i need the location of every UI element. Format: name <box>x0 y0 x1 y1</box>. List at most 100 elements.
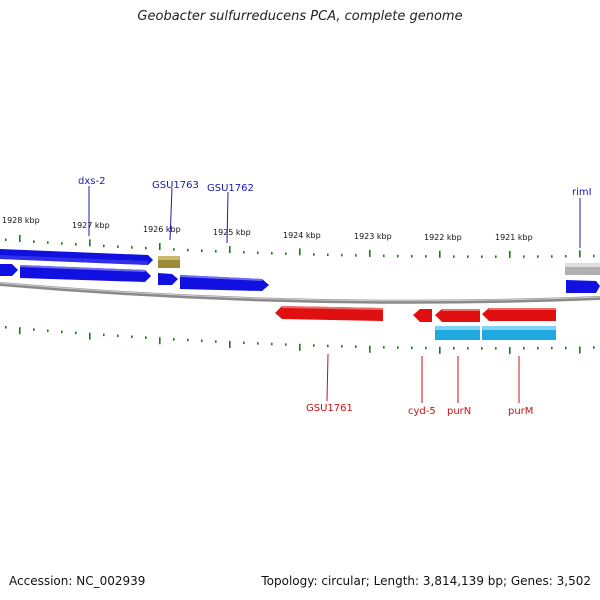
minor-tick <box>215 250 217 253</box>
minor-tick <box>271 342 273 346</box>
gene-arrow-reverse[interactable] <box>275 306 383 321</box>
minor-tick <box>495 347 497 350</box>
major-tick <box>89 332 91 340</box>
minor-tick <box>131 335 133 339</box>
upper-tick-scale <box>5 234 595 258</box>
minor-tick <box>215 340 217 343</box>
minor-tick <box>341 253 343 257</box>
minor-tick <box>397 346 399 349</box>
minor-tick <box>327 253 329 257</box>
major-tick <box>579 346 581 354</box>
minor-tick <box>537 255 539 258</box>
minor-tick <box>551 255 553 258</box>
minor-tick <box>75 331 77 335</box>
minor-tick <box>355 345 357 348</box>
gene-arrow-forward[interactable] <box>158 273 178 285</box>
minor-tick <box>327 344 329 348</box>
gene-arrow-forward[interactable] <box>0 264 18 276</box>
major-tick <box>579 250 581 258</box>
map-title: Geobacter sulfurreducens PCA, complete g… <box>137 9 463 24</box>
minor-tick <box>243 251 245 254</box>
gene-label-purn[interactable]: purN <box>447 406 471 417</box>
major-tick <box>229 246 231 254</box>
minor-tick <box>425 255 427 258</box>
minor-tick <box>285 343 287 346</box>
tick-label-1926: 1926 kbp <box>143 225 181 234</box>
minor-tick <box>565 255 567 258</box>
minor-tick <box>593 254 595 258</box>
minor-tick <box>47 241 49 244</box>
tick-label-1927: 1927 kbp <box>72 221 110 230</box>
minor-tick <box>383 254 385 258</box>
tick-labels: 1928 kbp 1927 kbp 1926 kbp 1925 kbp 1924… <box>2 216 533 242</box>
forward-label-lines <box>88 186 581 248</box>
major-tick <box>159 337 161 345</box>
gene-arrow-reverse[interactable] <box>413 309 432 322</box>
minor-tick <box>33 328 35 331</box>
minor-tick <box>145 246 147 250</box>
minor-tick <box>565 346 567 350</box>
minor-tick <box>5 238 7 241</box>
minor-tick <box>551 346 553 350</box>
gene-arrow-forward[interactable] <box>566 280 600 293</box>
minor-tick <box>75 243 77 246</box>
minor-tick <box>187 248 189 252</box>
major-tick <box>439 346 441 354</box>
minor-tick <box>453 346 455 350</box>
minor-tick <box>341 345 343 348</box>
tick-label-1928: 1928 kbp <box>2 216 40 225</box>
minor-tick <box>397 254 399 258</box>
major-tick <box>19 327 21 335</box>
gene-arrow-reverse[interactable] <box>482 308 556 321</box>
reverse-strand <box>275 306 556 340</box>
minor-tick <box>103 244 105 248</box>
gene-label-gsu1763[interactable]: GSU1763 <box>152 180 199 191</box>
reverse-gene-labels: GSU1761 cyd-5 purN purM <box>306 403 533 417</box>
tick-label-1925: 1925 kbp <box>213 228 251 237</box>
gene-label-purm[interactable]: purM <box>508 406 533 417</box>
minor-tick <box>383 346 385 349</box>
minor-tick <box>467 255 469 258</box>
minor-tick <box>313 344 315 347</box>
gene-label-gsu1761[interactable]: GSU1761 <box>306 403 353 414</box>
minor-tick <box>103 333 105 337</box>
minor-tick <box>411 255 413 258</box>
tick-label-1924: 1924 kbp <box>283 231 321 240</box>
major-tick <box>19 234 21 242</box>
gene-arrow-reverse[interactable] <box>435 309 480 322</box>
lower-tick-scale <box>5 326 595 355</box>
major-tick <box>509 347 511 355</box>
gene-label-cyd-5[interactable]: cyd-5 <box>408 406 436 417</box>
minor-tick <box>173 338 175 341</box>
minor-tick <box>5 326 7 329</box>
gene-label-rimi[interactable]: rimI <box>572 187 592 198</box>
minor-tick <box>257 342 259 345</box>
minor-tick <box>495 255 497 258</box>
major-tick <box>299 248 301 256</box>
minor-tick <box>117 334 119 338</box>
minor-tick <box>117 245 119 248</box>
major-tick <box>509 250 511 258</box>
minor-tick <box>47 329 49 332</box>
major-tick <box>369 345 371 353</box>
major-tick <box>299 343 301 351</box>
gene-label-gsu1762[interactable]: GSU1762 <box>207 183 254 194</box>
minor-tick <box>285 252 287 255</box>
minor-tick <box>33 240 35 243</box>
minor-tick <box>173 248 175 251</box>
minor-tick <box>271 252 273 255</box>
major-tick <box>369 249 371 257</box>
minor-tick <box>61 330 63 334</box>
gene-arrow-forward[interactable] <box>0 255 148 265</box>
minor-tick <box>523 347 525 350</box>
tick-label-1923: 1923 kbp <box>354 232 392 241</box>
minor-tick <box>355 254 357 257</box>
minor-tick <box>187 338 189 342</box>
minor-tick <box>61 242 63 245</box>
minor-tick <box>313 253 315 256</box>
minor-tick <box>201 339 203 343</box>
gene-label-dxs-2[interactable]: dxs-2 <box>78 176 105 187</box>
minor-tick <box>481 347 483 350</box>
genome-summary-text: Topology: circular; Length: 3,814,139 bp… <box>261 574 591 588</box>
